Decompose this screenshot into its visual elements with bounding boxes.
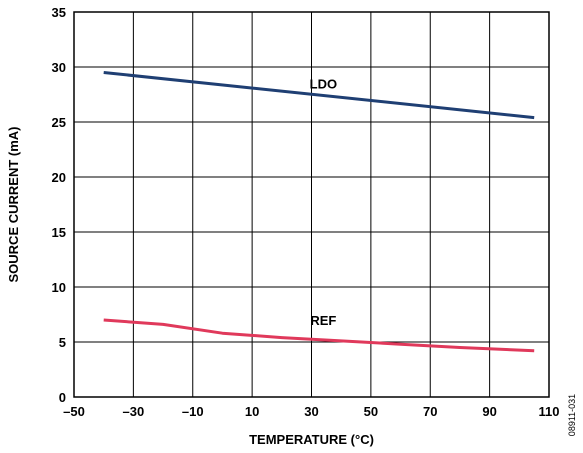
x-tick-label: 110 [539,404,560,419]
y-tick-label: 15 [52,225,66,240]
series-line-ldo [103,71,535,120]
plot-frame [73,11,550,398]
y-tick-label: 30 [52,60,66,75]
x-tick-label: 70 [423,404,437,419]
x-tick-label: 50 [364,404,378,419]
y-tick-label: 35 [52,5,66,20]
y-tick-label: 0 [59,390,66,405]
y-tick-label: 10 [52,280,66,295]
series-line-ref [103,318,535,353]
y-tick-label: 25 [52,115,66,130]
x-tick-label: 90 [482,404,496,419]
x-tick-label: –10 [182,404,204,419]
y-axis-title: SOURCE CURRENT (mA) [6,127,21,283]
series-label-ldo: LDO [310,77,337,92]
grid [74,12,549,397]
x-tick-label: –50 [63,404,85,419]
x-tick-label: 10 [245,404,259,419]
x-axis-title: TEMPERATURE (°C) [249,432,374,447]
x-tick-labels: –50 –30 –10 10 30 50 70 90 110 [63,404,559,419]
y-tick-label: 5 [59,335,66,350]
x-tick-label: –30 [123,404,145,419]
series-lines [103,71,535,353]
y-tick-labels: 0 5 10 15 20 25 30 35 [52,5,66,405]
series-labels: LDO REF [310,77,337,329]
figure-id: 08911-031 [567,394,577,436]
y-tick-label: 20 [52,170,66,185]
series-label-ref: REF [310,313,336,328]
x-tick-label: 30 [304,404,318,419]
